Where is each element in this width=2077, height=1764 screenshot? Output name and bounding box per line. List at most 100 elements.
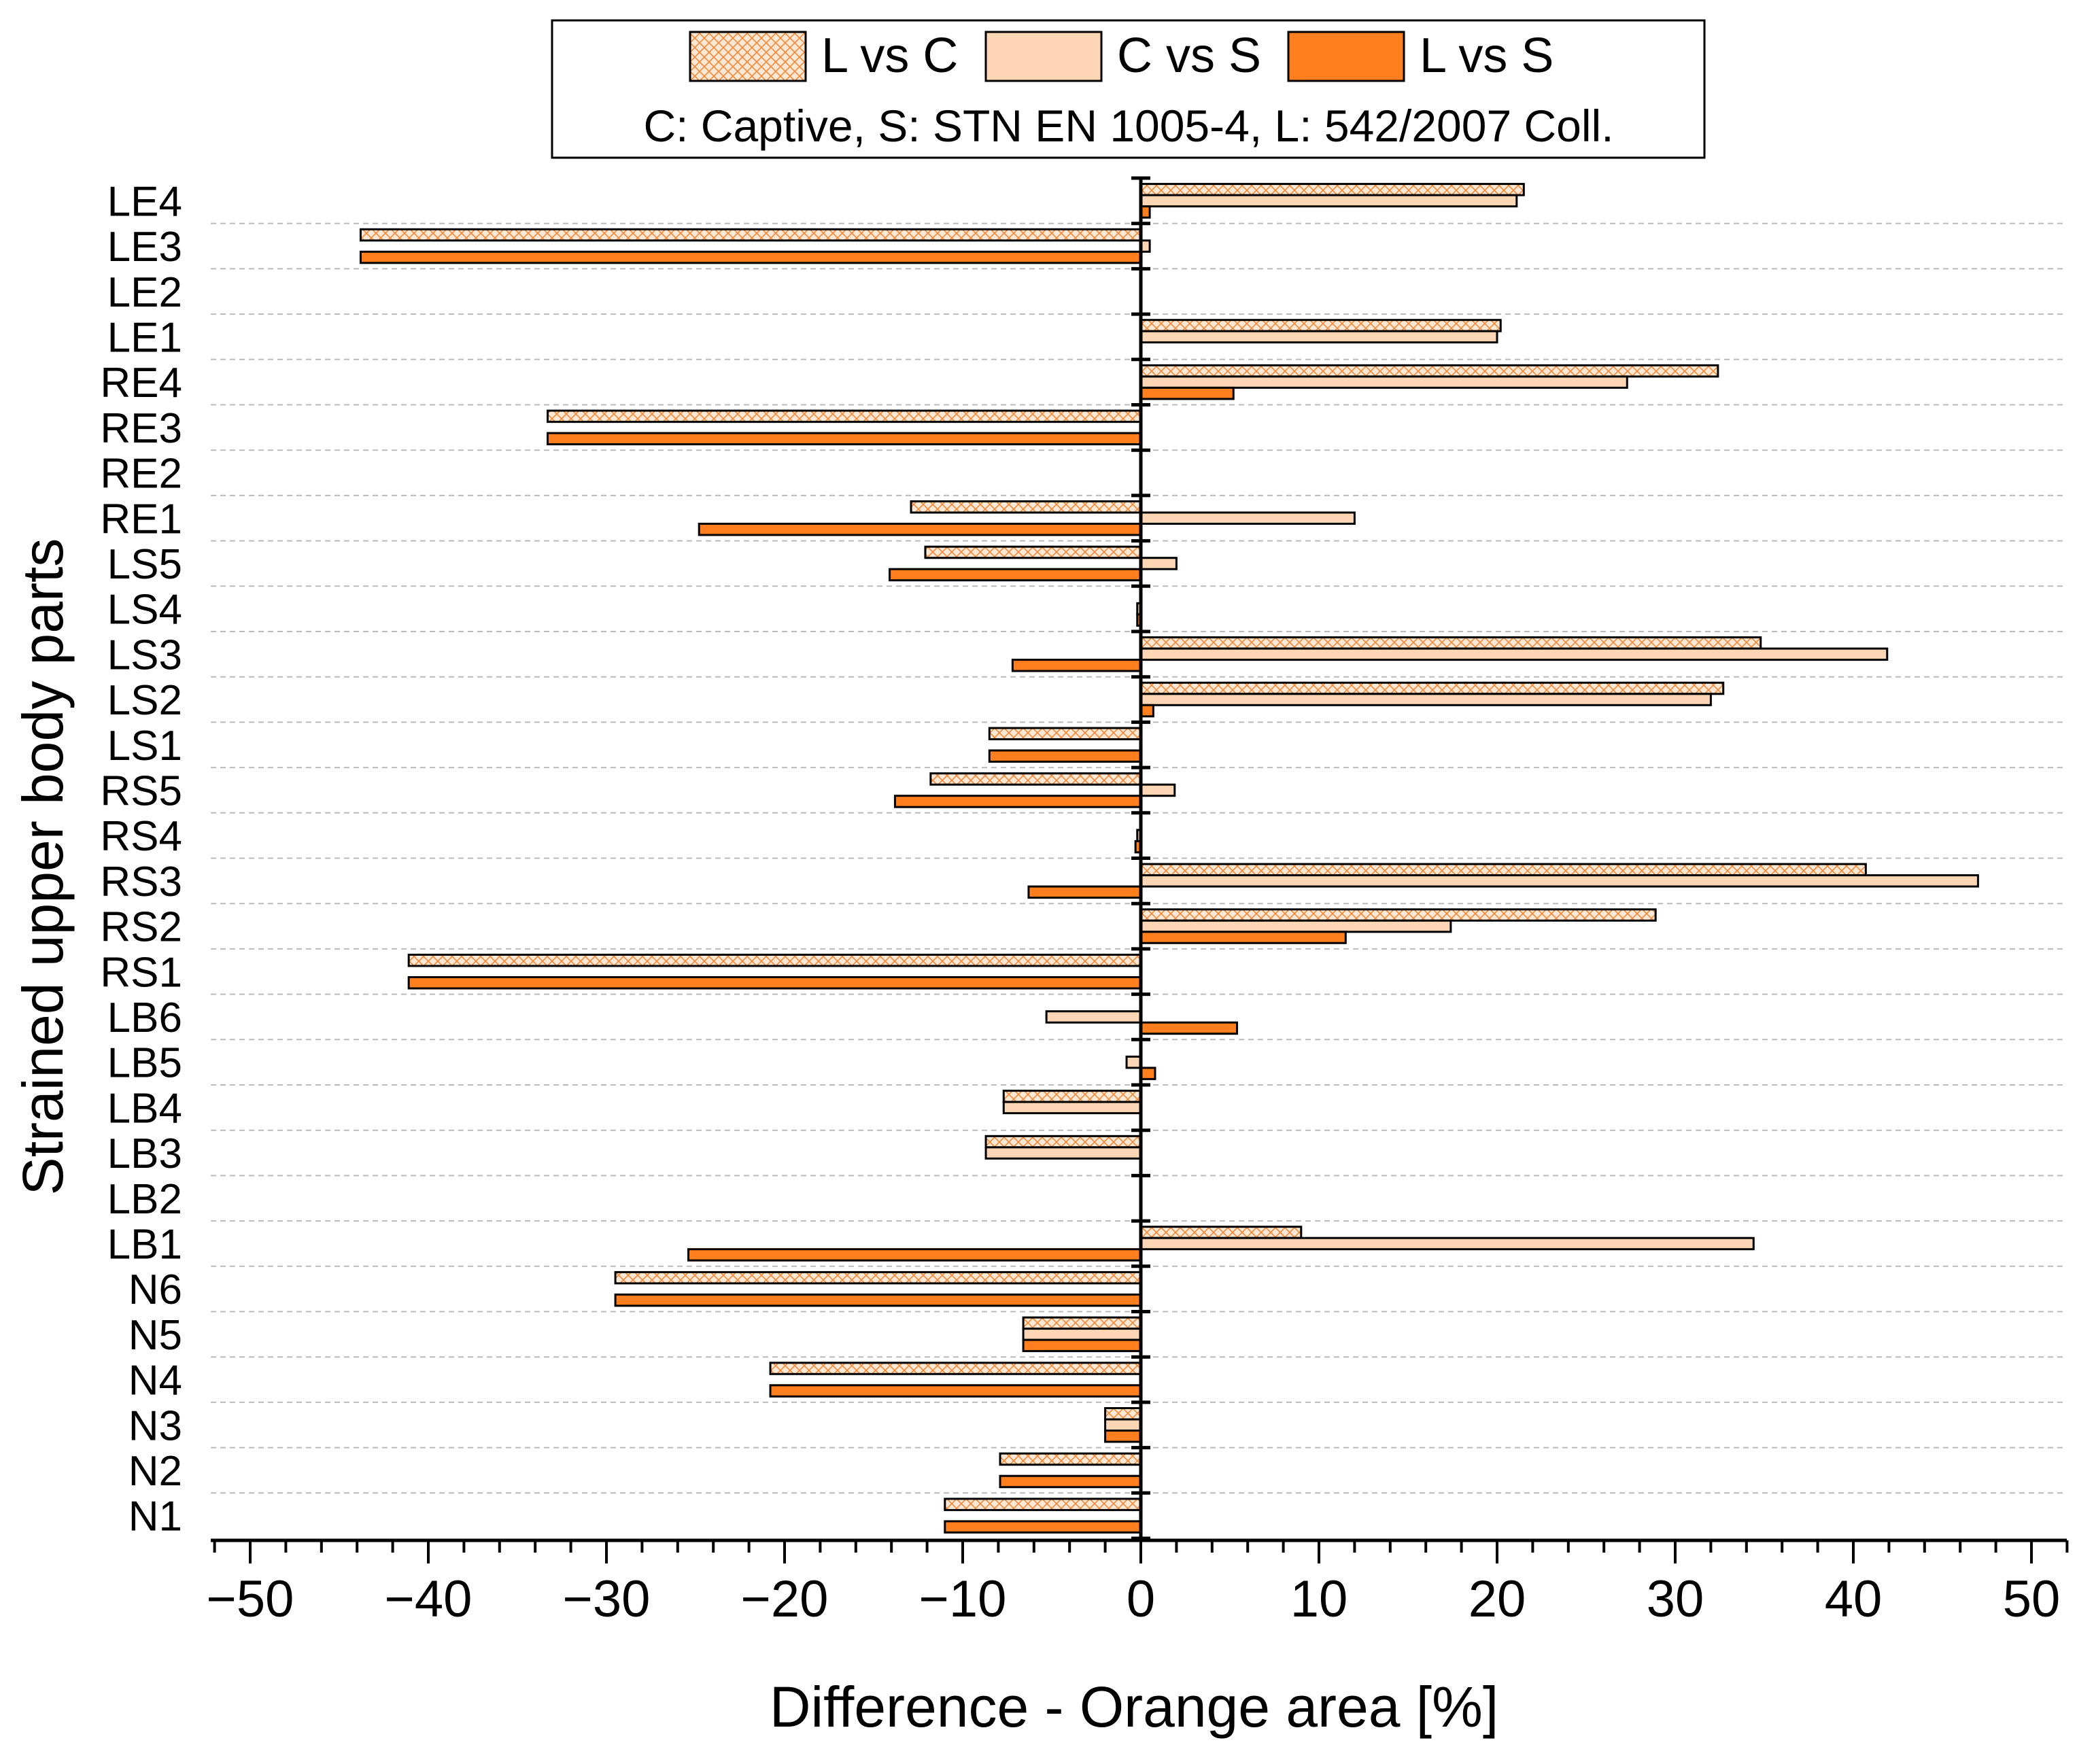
y-tick-label: LE3 — [107, 224, 182, 271]
bar-l-vs-c-re1 — [910, 500, 1142, 514]
y-tick-label: RE1 — [100, 496, 182, 542]
bar-l-vs-s-ls5 — [889, 568, 1142, 582]
bar-l-vs-s-le3 — [359, 250, 1142, 264]
x-tick-label: 40 — [1825, 1570, 1883, 1628]
x-tick-label: 0 — [1127, 1570, 1155, 1628]
bar-l-vs-s-ls1 — [988, 749, 1142, 763]
bar-c-vs-s-lb4 — [1002, 1101, 1142, 1115]
bar-l-vs-s-rs5 — [893, 795, 1142, 808]
bar-c-vs-s-rs2 — [1139, 919, 1452, 933]
bar-l-vs-s-n6 — [614, 1293, 1142, 1307]
bar-l-vs-c-n4 — [769, 1362, 1142, 1375]
legend-label-l-vs-s: L vs S — [1420, 29, 1554, 83]
bar-l-vs-c-lb4 — [1002, 1090, 1142, 1103]
bar-l-vs-s-rs2 — [1139, 931, 1347, 944]
bar-c-vs-s-lb5 — [1125, 1055, 1142, 1069]
bar-c-vs-s-n3 — [1104, 1418, 1142, 1432]
bar-c-vs-s-le1 — [1139, 330, 1498, 344]
bar-l-vs-s-re1 — [698, 523, 1142, 536]
y-tick-label: LE1 — [107, 314, 182, 361]
x-tick-label: 30 — [1647, 1570, 1704, 1628]
bar-l-vs-c-n3 — [1104, 1407, 1142, 1421]
bar-l-vs-c-n1 — [944, 1498, 1142, 1511]
legend-swatch-l-vs-c — [689, 31, 807, 82]
x-axis: −50 −40 −30 −20 −10 0 10 20 30 40 50 — [207, 1538, 2069, 1628]
bar-l-vs-c-n2 — [999, 1452, 1142, 1466]
bar-l-vs-s-n4 — [769, 1384, 1142, 1398]
x-tick-label: 50 — [2003, 1570, 2061, 1628]
y-tick-label: LS5 — [107, 541, 182, 588]
y-tick-labels: LE4LE3LE2LE1RE4RE3RE2RE1LS5LS4LS3LS2LS1R… — [100, 178, 182, 1540]
y-tick-label: RS2 — [100, 904, 182, 951]
legend-label-c-vs-s: C vs S — [1117, 29, 1261, 83]
legend-swatch-l-vs-s — [1287, 31, 1405, 82]
x-tick-label: −20 — [741, 1570, 829, 1628]
bar-c-vs-s-ls5 — [1139, 557, 1178, 570]
bar-c-vs-s-re1 — [1139, 511, 1356, 525]
x-tick-label: −10 — [919, 1570, 1007, 1628]
legend-swatch-c-vs-s — [984, 31, 1103, 82]
bar-c-vs-s-ls2 — [1139, 693, 1712, 706]
bar-l-vs-c-n5 — [1022, 1316, 1142, 1330]
x-axis-title: Difference - Orange area [%] — [770, 1675, 1498, 1739]
y-tick-label: RE3 — [100, 405, 182, 452]
y-tick-label: RS1 — [100, 949, 182, 996]
bar-l-vs-s-re3 — [547, 432, 1142, 446]
bar-l-vs-s-n2 — [999, 1474, 1142, 1489]
y-tick-label: LB3 — [107, 1130, 182, 1177]
bar-l-vs-c-ls1 — [988, 727, 1142, 740]
bar-l-vs-c-le1 — [1139, 319, 1502, 332]
bar-l-vs-s-n3 — [1104, 1430, 1142, 1443]
x-tick-label: −30 — [563, 1570, 651, 1628]
bar-c-vs-s-rs5 — [1139, 783, 1176, 797]
y-tick-label: RS3 — [100, 859, 182, 905]
bar-l-vs-c-n6 — [614, 1270, 1142, 1285]
y-tick-label: N1 — [128, 1493, 182, 1540]
y-tick-label: LS4 — [107, 587, 182, 634]
bar-l-vs-c-re4 — [1139, 364, 1719, 378]
y-tick-label: N4 — [128, 1357, 182, 1404]
bar-c-vs-s-le4 — [1139, 194, 1518, 208]
y-tick-label: LE2 — [107, 269, 182, 316]
y-axis-title: Strained upper body parts — [11, 538, 75, 1196]
legend-note: C: Captive, S: STN EN 1005-4, L: 542/200… — [643, 101, 1613, 151]
zero-axis — [1131, 176, 1150, 1540]
bar-l-vs-c-re3 — [547, 409, 1142, 423]
bar-l-vs-s-lb6 — [1139, 1021, 1238, 1035]
bar-l-vs-c-rs1 — [407, 954, 1142, 967]
bar-l-vs-c-lb3 — [984, 1135, 1142, 1149]
y-tick-label: LS2 — [107, 677, 182, 724]
bar-l-vs-c-lb1 — [1139, 1226, 1303, 1239]
y-tick-label: LS3 — [107, 632, 182, 678]
x-tick-label: 10 — [1290, 1570, 1348, 1628]
bar-l-vs-c-ls2 — [1139, 681, 1725, 695]
bar-l-vs-s-lb1 — [687, 1248, 1142, 1262]
bar-c-vs-s-lb3 — [984, 1146, 1142, 1160]
bar-l-vs-s-n1 — [944, 1520, 1142, 1534]
y-tick-label: RS4 — [100, 813, 182, 860]
bar-c-vs-s-re4 — [1139, 375, 1628, 389]
y-tick-label: LE4 — [107, 178, 182, 225]
bar-c-vs-s-lb6 — [1045, 1010, 1142, 1024]
bar-c-vs-s-rs3 — [1139, 874, 1979, 888]
bar-c-vs-s-ls3 — [1139, 647, 1889, 661]
bar-l-vs-c-le3 — [359, 228, 1142, 242]
y-tick-label: LB5 — [107, 1040, 182, 1087]
bar-c-vs-s-lb1 — [1139, 1236, 1755, 1251]
bar-l-vs-s-n5 — [1022, 1338, 1142, 1353]
bar-c-vs-s-n5 — [1022, 1328, 1142, 1341]
y-tick-label: LB6 — [107, 995, 182, 1041]
bar-l-vs-s-ls3 — [1011, 659, 1142, 672]
y-tick-label: LB4 — [107, 1085, 182, 1132]
bar-l-vs-s-rs1 — [407, 976, 1142, 990]
bar-l-vs-c-rs2 — [1139, 908, 1657, 922]
y-tick-label: RE2 — [100, 451, 182, 498]
y-tick-label: N5 — [128, 1312, 182, 1359]
bar-l-vs-s-re4 — [1139, 386, 1235, 400]
x-tick-label: −50 — [207, 1570, 294, 1628]
bar-l-vs-s-rs3 — [1027, 885, 1142, 899]
x-tick-label: −40 — [385, 1570, 473, 1628]
y-tick-label: LS1 — [107, 723, 182, 769]
